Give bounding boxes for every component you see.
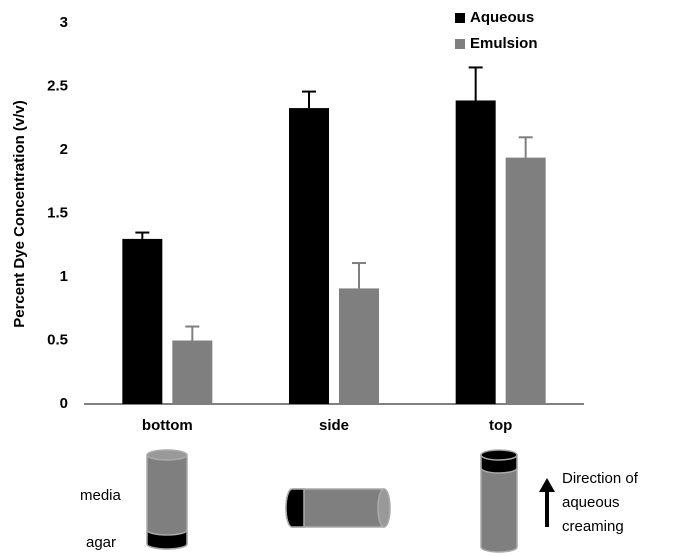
- y-tick-label: 3: [60, 14, 68, 31]
- legend-swatch: [455, 13, 465, 23]
- bar: [122, 239, 162, 404]
- x-tick-label: bottom: [142, 417, 193, 434]
- legend-label: Aqueous: [470, 9, 534, 26]
- y-tick-label: 0.5: [47, 331, 68, 348]
- agar-label: agar: [86, 534, 116, 551]
- y-tick-label: 2.5: [47, 77, 68, 94]
- y-tick-label: 1.5: [47, 204, 68, 221]
- direction-label: creaming: [562, 518, 624, 535]
- chart: Percent Dye Concentration (v/v) media ag…: [0, 0, 673, 556]
- x-tick-label: top: [489, 417, 512, 434]
- bar: [172, 341, 212, 405]
- x-tick-label: side: [319, 417, 349, 434]
- legend-swatch: [455, 39, 465, 49]
- y-tick-label: 0: [60, 395, 68, 412]
- direction-label: Direction of: [562, 470, 639, 487]
- y-tick-label: 1: [60, 268, 68, 285]
- y-tick-label: 2: [60, 141, 68, 158]
- bar: [339, 288, 379, 404]
- direction-label: aqueous: [562, 494, 620, 511]
- media-label: media: [80, 487, 122, 504]
- legend-label: Emulsion: [470, 35, 538, 52]
- bar: [289, 108, 329, 404]
- bar: [506, 158, 546, 404]
- bar: [456, 100, 496, 404]
- y-axis-label: Percent Dye Concentration (v/v): [11, 100, 28, 328]
- illustrations: [147, 450, 555, 552]
